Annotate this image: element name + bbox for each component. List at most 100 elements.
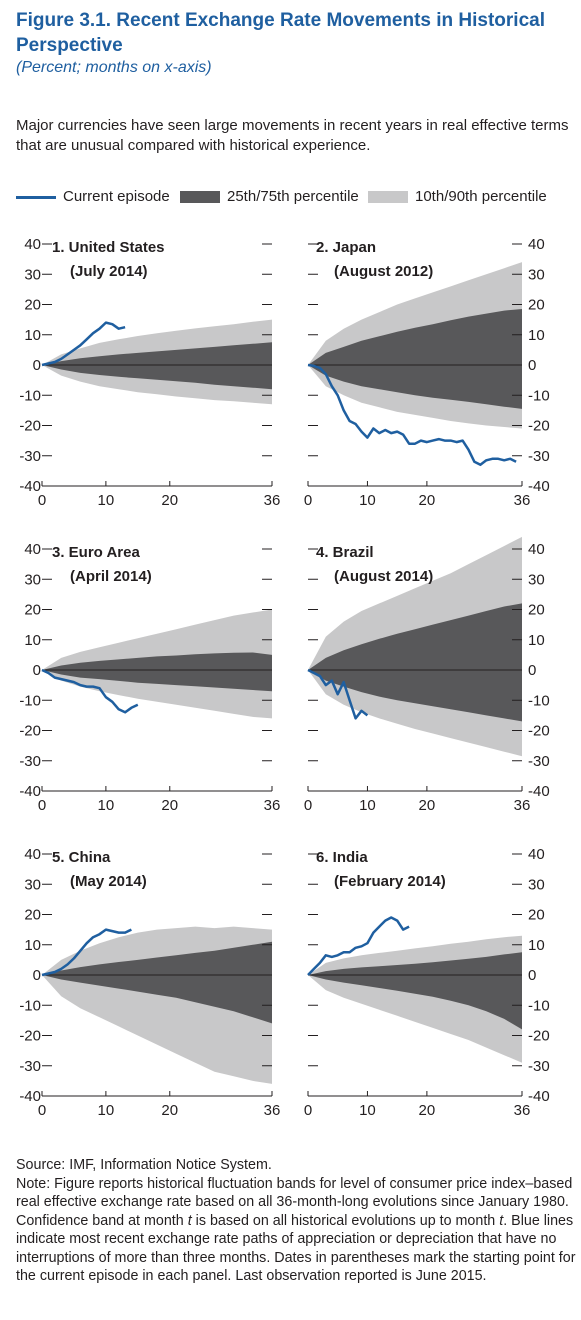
y-tick-label: 20	[528, 602, 545, 619]
y-tick-label: -40	[528, 478, 550, 495]
x-tick-label: 36	[514, 492, 531, 509]
y-tick-label: 20	[24, 907, 41, 924]
x-tick-label: 20	[161, 797, 178, 814]
legend-swatch-10-90	[368, 191, 408, 203]
y-tick-label: 40	[528, 541, 545, 558]
y-tick-label: 30	[528, 876, 545, 893]
y-tick-label: 0	[528, 357, 536, 374]
note-var-t-2: t	[499, 1212, 504, 1229]
y-tick-label: 10	[528, 937, 545, 954]
x-tick-label: 20	[419, 492, 436, 509]
panel-title-6-india: 6. India	[316, 849, 368, 866]
y-tick-label: 40	[528, 846, 545, 863]
band-25-75-percentile	[42, 941, 272, 1024]
x-tick-label: 20	[419, 797, 436, 814]
y-tick-label: -30	[528, 753, 550, 770]
y-tick-label: -20	[528, 1028, 550, 1045]
y-tick-label: -30	[19, 1058, 41, 1075]
band-25-75-percentile	[308, 603, 522, 722]
panel-start-date: (August 2014)	[334, 568, 433, 585]
chart-united-states: 0 10 20 36 40 30 20 10 0 -10 -20 -30 -40 1. United St…	[19, 236, 281, 509]
note-var-t-1: t	[187, 1212, 192, 1229]
panel-india: 0 10 20 36 40 30 20 10 0 -10 -20 -30 -40 6. India (Feb…	[290, 840, 580, 1140]
current-episode-line	[41, 321, 126, 367]
band-25-75-percentile	[42, 652, 272, 692]
x-tick-label: 36	[264, 1102, 281, 1119]
chart-india: 0 10 20 36 40 30 20 10 0 -10 -20 -30 -40 6. India (Feb…	[304, 846, 550, 1119]
y-tick-label: 0	[528, 662, 536, 679]
y-tick-label: 40	[24, 236, 41, 253]
legend-label-current: Current episode	[63, 188, 170, 205]
legend: Current episode 25th/75th percentile 10t…	[16, 187, 576, 207]
y-tick-label: -10	[528, 387, 550, 404]
panel-title-5-china: 5. China	[52, 849, 111, 866]
y-tick-label: -10	[19, 997, 41, 1014]
legend-line-swatch	[16, 196, 56, 199]
legend-label-10-90: 10th/90th percentile	[415, 188, 547, 205]
y-tick-label: -10	[528, 997, 550, 1014]
y-tick-label: -40	[19, 1088, 41, 1105]
band-25-75-percentile	[308, 952, 522, 1030]
x-tick-label: 10	[359, 492, 376, 509]
x-tick-label: 36	[514, 1102, 531, 1119]
y-tick-label: -40	[528, 1088, 550, 1105]
note-part-3: . Blue lines indicate most recent exchan…	[16, 1212, 576, 1285]
panel-start-date: (May 2014)	[70, 873, 147, 890]
panel-euro-area: 0 10 20 36 40 30 20 10 0 -10 -20 -30 -40 3. Euro Area…	[0, 535, 290, 835]
x-tick-label: 20	[419, 1102, 436, 1119]
figure-subtitle: (Percent; months on x-axis)	[16, 59, 212, 76]
chart-japan: 0 10 20 36 40 30 20 10 0 -10 -20 -30 -40 2. Japan (Aug…	[304, 236, 550, 509]
y-tick-label: 40	[528, 236, 545, 253]
note-part-2: is based on all historical evolutions up…	[191, 1212, 500, 1229]
y-tick-label: -40	[19, 478, 41, 495]
x-tick-label: 10	[359, 1102, 376, 1119]
y-tick-label: -20	[19, 723, 41, 740]
band-25-75-percentile	[42, 342, 272, 390]
x-tick-label: 36	[264, 797, 281, 814]
current-episode-line	[307, 916, 410, 976]
y-tick-label: 10	[528, 632, 545, 649]
chart-china: 0 10 20 36 40 30 20 10 0 -10 -20 -30 -40 5. China (May…	[19, 846, 281, 1119]
y-tick-label: 40	[24, 541, 41, 558]
y-tick-label: 20	[528, 907, 545, 924]
band-25-75-percentile	[308, 309, 522, 409]
intro-text: Major currencies have seen large movemen…	[16, 117, 569, 154]
y-tick-label: 0	[528, 967, 536, 984]
chart-brazil: 0 10 20 36 40 30 20 10 0 -10 -20 -30 -40 4. Brazil (Au…	[304, 536, 550, 814]
y-tick-label: -20	[19, 418, 41, 435]
x-tick-label: 10	[98, 492, 115, 509]
panel-japan: 0 10 20 36 40 30 20 10 0 -10 -20 -30 -40 2. Japan (Aug…	[290, 230, 580, 530]
panel-start-date: (August 2012)	[334, 263, 433, 280]
current-episode-line	[307, 363, 517, 467]
source-and-note: Source: IMF, Information Notice System. …	[16, 1156, 576, 1286]
y-tick-label: -40	[528, 783, 550, 800]
y-tick-label: -40	[19, 783, 41, 800]
y-tick-label: -10	[19, 692, 41, 709]
y-tick-label: 20	[528, 297, 545, 314]
x-tick-label: 0	[38, 492, 46, 509]
panel-title-3-euro-area: 3. Euro Area	[52, 544, 140, 561]
x-tick-label: 0	[304, 1102, 312, 1119]
x-tick-label: 0	[38, 797, 46, 814]
y-tick-label: -30	[19, 448, 41, 465]
x-tick-label: 0	[304, 797, 312, 814]
y-tick-label: 40	[24, 846, 41, 863]
y-tick-label: -30	[528, 1058, 550, 1075]
y-tick-label: 30	[24, 876, 41, 893]
current-episode-line	[307, 668, 369, 720]
legend-label-25-75: 25th/75th percentile	[227, 188, 359, 205]
x-tick-label: 10	[98, 1102, 115, 1119]
panel-start-date: (February 2014)	[334, 873, 446, 890]
x-tick-label: 36	[514, 797, 531, 814]
y-tick-label: -10	[19, 387, 41, 404]
source-line: Source: IMF, Information Notice System.	[16, 1157, 272, 1173]
y-tick-label: 0	[33, 967, 41, 984]
y-tick-label: -20	[19, 1028, 41, 1045]
y-tick-label: 10	[528, 327, 545, 344]
x-tick-label: 0	[38, 1102, 46, 1119]
y-tick-label: 30	[24, 571, 41, 588]
panel-title-4-brazil: 4. Brazil	[316, 544, 374, 561]
x-tick-label: 36	[264, 492, 281, 509]
y-tick-label: 30	[528, 266, 545, 283]
x-tick-label: 20	[161, 492, 178, 509]
